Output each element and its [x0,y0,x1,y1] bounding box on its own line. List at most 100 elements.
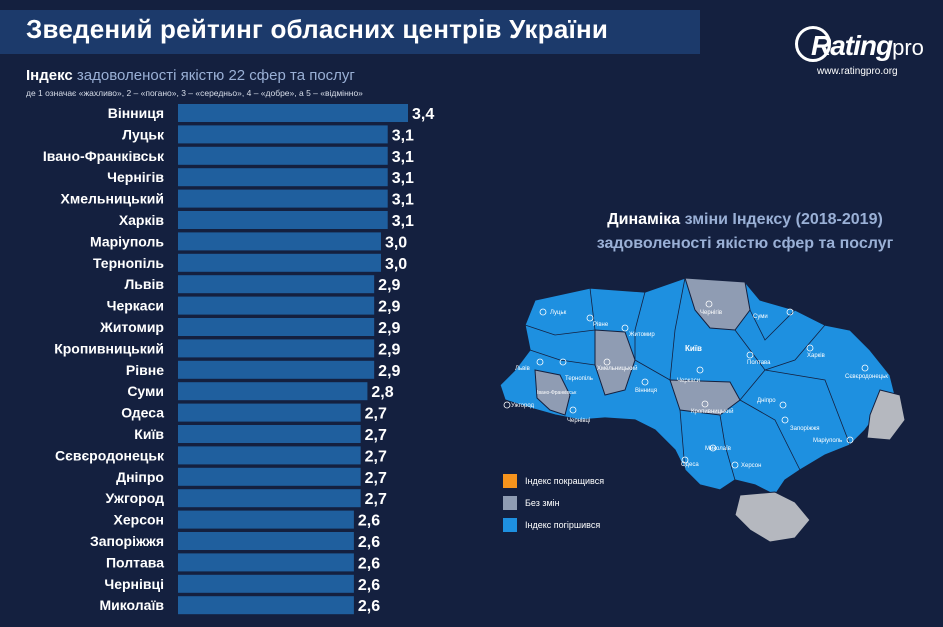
city-label: Маріуполь [813,438,842,444]
city-label: Дніпро [757,398,776,404]
bar-category-label: Івано-Франківськ [43,148,165,164]
bar-value-label: 3,1 [392,213,414,230]
city-label: Миколаїв [705,446,731,452]
city-marker [846,436,854,444]
city-label: Харків [807,353,825,359]
bar [178,489,361,508]
legend-label: Індекс погіршився [525,520,601,530]
bar-value-label: 2,6 [358,513,380,530]
bar [178,510,354,529]
occupied-east-region [866,389,906,441]
map-title-line2: задоволеності якістю сфер та послуг [596,235,894,252]
bar-category-label: Рівне [126,362,164,378]
city-marker [569,406,577,414]
logo-url: www.ratingpro.org [817,66,898,77]
bar-value-label: 3,1 [392,127,414,144]
legend-item-declined: Індекс погіршився [503,514,604,536]
bar-value-label: 2,9 [378,277,400,294]
map-title: Динаміка зміни Індексу (2018-2019) задов… [575,208,915,256]
bar-value-label: 2,6 [358,555,380,572]
bar-category-label: Хмельницький [61,191,164,207]
city-marker [786,308,794,316]
bar-category-label: Вінниця [108,105,164,121]
bar [178,232,381,251]
city-marker [746,351,754,359]
city-marker [696,366,704,374]
bar [178,553,354,572]
bar [178,168,388,187]
city-label: Херсон [741,463,761,469]
legend-label: Без змін [525,498,560,508]
bar [178,467,361,486]
bar-category-label: Суми [127,383,164,399]
bar-value-label: 2,6 [358,534,380,551]
bar-value-label: 2,9 [378,299,400,316]
city-label: Хмельницький [597,365,637,372]
city-marker [681,456,689,464]
bar [178,339,375,358]
map-title-rest: зміни Індексу (2018-2019) [680,211,883,228]
ratingpro-logo: Ratingpro www.ratingpro.org [795,26,935,82]
city-label: Черкаси [677,378,700,384]
city-label: Одеса [681,462,699,468]
bar [178,189,388,208]
bar-value-label: 2,6 [358,577,380,594]
bar [178,574,354,593]
legend-swatch [503,474,517,488]
city-labels: Луцьк Рівне Житомир Чернігів Суми Київ Л… [503,300,888,469]
city-marker [503,401,511,409]
bar [178,296,375,315]
city-label-kyiv: Київ [685,344,702,353]
bar [178,532,354,550]
bar-value-label: 3,1 [392,149,414,166]
city-label: Чернівці [567,418,590,424]
bar-value-label: 2,9 [378,363,400,380]
bar-category-label: Ужгород [106,490,165,506]
bar-value-label: 2,7 [365,406,387,423]
bar-category-label: Київ [134,426,164,442]
bar-category-label: Дніпро [116,469,164,485]
bar-value-label: 3,0 [385,234,407,251]
region-ivano-frankivsk [534,369,571,416]
bar-category-label: Сєвєродонецьк [55,447,165,463]
bar-category-label: Миколаїв [99,597,164,613]
city-marker [621,324,629,332]
bar [178,596,354,615]
bar-category-label: Полтава [106,554,164,570]
bar [178,125,388,144]
bar-value-label: 2,9 [378,341,400,358]
chart-subtitle-lead: Індекс [26,67,73,84]
city-marker [539,308,547,316]
bar-value-label: 2,7 [365,470,387,487]
map-legend: Індекс покращився Без змін Індекс погірш… [503,470,604,536]
city-marker [709,444,717,452]
city-label: Сєвєродонецьк [845,374,888,380]
bar-category-label: Запоріжжя [90,533,164,549]
logo-brand-pro: pro [892,35,924,60]
bar-category-label: Тернопіль [93,255,164,271]
bar [178,211,388,229]
bar-value-label: 3,1 [392,170,414,187]
page-title: Зведений рейтинг обласних центрів Україн… [26,14,609,44]
bar [178,275,375,294]
region-borders [524,277,851,481]
city-label: Івано-Франківськ [537,390,577,396]
bar-category-label: Житомир [99,319,164,335]
legend-item-no-change: Без змін [503,492,604,514]
bar-category-label: Харків [119,212,165,228]
scale-note: де 1 означає «жахливо», 2 – «погано», 3 … [26,88,363,98]
city-label: Рівне [593,322,609,328]
legend-swatch [503,518,517,532]
city-marker [641,378,649,386]
bar-category-label: Одеса [121,405,164,421]
bar-value-label: 3,0 [385,256,407,273]
city-label: Вінниця [635,388,657,394]
bar-category-label: Чернівці [104,576,164,592]
city-marker [779,401,787,409]
city-label: Суми [753,314,768,320]
title-band [0,10,700,54]
logo-text: Ratingpro [811,30,924,62]
city-label: Кропивницький [691,408,734,415]
bar-value-label: 3,4 [412,106,434,123]
